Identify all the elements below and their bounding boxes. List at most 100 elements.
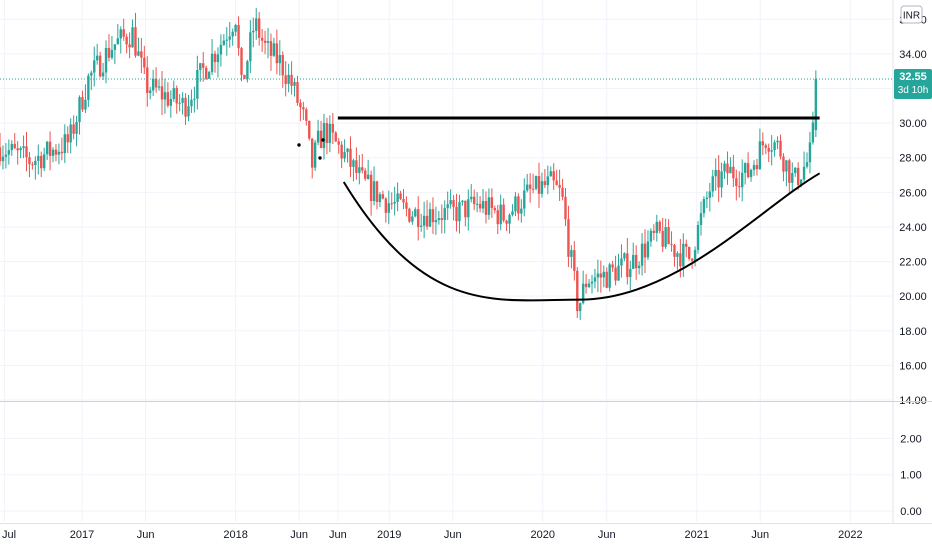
currency-badge[interactable] <box>900 5 923 24</box>
candle-body <box>131 27 134 48</box>
candle-body <box>434 220 438 223</box>
candle-body <box>216 54 220 63</box>
candle-body <box>735 178 738 187</box>
candle-body <box>637 265 641 269</box>
candle-body <box>605 271 608 288</box>
candle-body <box>596 273 600 278</box>
candle-body <box>805 162 809 167</box>
time-axis-ticks[interactable]: Jul 2017 Jun 2018 Jun Jun 2019 Jun 2020 Jun 2021 Ju… <box>2 529 863 541</box>
candle-body <box>611 264 614 268</box>
candle-body <box>72 124 75 134</box>
candle-body <box>682 243 685 267</box>
candle-body <box>19 148 22 151</box>
candle-body <box>281 55 284 76</box>
candle-body <box>305 109 308 121</box>
candle-body <box>184 97 187 117</box>
candle-body <box>452 200 455 207</box>
candle-body <box>193 98 196 100</box>
candle-body <box>204 67 208 79</box>
candle-body <box>561 187 564 197</box>
candle-body <box>4 154 8 157</box>
candle-body <box>266 41 270 43</box>
candle-body <box>714 170 717 177</box>
candle-body <box>505 220 508 224</box>
candle-body <box>546 176 550 186</box>
candle-body <box>679 253 682 267</box>
candle-body <box>534 176 538 189</box>
last-price-tag <box>894 69 932 100</box>
candle-body <box>785 160 788 172</box>
candle-body <box>764 145 767 148</box>
candle-body <box>617 265 620 281</box>
candle-body <box>16 148 19 151</box>
candle-body <box>422 215 426 226</box>
candle-body <box>743 163 747 173</box>
candle-body <box>449 200 452 205</box>
candle-body <box>225 39 228 41</box>
candle-body <box>199 63 202 70</box>
indicator-tick-label: 2.00 <box>900 433 921 445</box>
candle-body <box>113 44 117 50</box>
candle-body <box>458 202 461 222</box>
candle-body <box>290 74 293 86</box>
candle-body <box>257 18 261 38</box>
candle-body <box>190 99 193 107</box>
price-tick-label: 24.00 <box>899 222 927 234</box>
candle-body <box>402 199 405 203</box>
candle-body <box>555 180 558 185</box>
candle-body <box>655 221 658 233</box>
candle-body <box>643 243 647 258</box>
candle-body <box>93 60 96 73</box>
candle-body <box>25 146 28 158</box>
candle-body <box>620 258 623 266</box>
candle-body <box>328 123 332 144</box>
candle-body <box>110 49 114 58</box>
last-price-value: 32.55 <box>899 71 927 83</box>
candle-body <box>558 184 561 188</box>
candle-body <box>567 219 570 257</box>
candle-body <box>629 268 632 278</box>
pattern-annotations <box>297 116 821 302</box>
price-tick-label: 20.00 <box>899 291 927 303</box>
candle-body <box>207 72 211 79</box>
candle-body <box>54 149 58 155</box>
candle-body <box>42 154 46 169</box>
candle-body <box>708 191 712 198</box>
candle-body <box>75 121 78 134</box>
candle-body <box>202 63 205 68</box>
candle-body <box>493 208 497 211</box>
candle-body <box>175 88 178 104</box>
candle-body <box>137 51 140 56</box>
candle-body <box>779 140 782 157</box>
candle-body <box>63 134 66 154</box>
candle-body <box>464 200 467 218</box>
candle-body <box>670 244 673 246</box>
candle-body <box>384 198 388 213</box>
candle-body <box>296 82 299 103</box>
candle-body <box>490 197 494 209</box>
candle-body <box>316 130 320 143</box>
candle-body <box>676 253 679 257</box>
candle-body <box>40 155 43 169</box>
candle-body <box>369 174 373 202</box>
candle-body <box>417 209 420 227</box>
candle-body <box>794 167 797 174</box>
candle-body <box>81 97 84 110</box>
candle-body <box>693 249 697 261</box>
candle-body <box>685 243 688 247</box>
candle-body <box>149 90 152 93</box>
candle-body <box>313 142 317 168</box>
candle-body <box>322 123 326 148</box>
candle-body <box>240 48 243 75</box>
candle-body <box>791 173 794 183</box>
candle-body <box>776 140 779 143</box>
candle-body <box>166 92 170 106</box>
candle-body <box>608 264 611 288</box>
candle-body <box>499 204 502 225</box>
annotation-dot <box>297 143 301 147</box>
candle-body <box>308 120 311 139</box>
candle-body <box>340 144 343 159</box>
candle-body <box>66 134 69 143</box>
candle-body <box>352 160 355 167</box>
candle-body <box>169 98 173 106</box>
